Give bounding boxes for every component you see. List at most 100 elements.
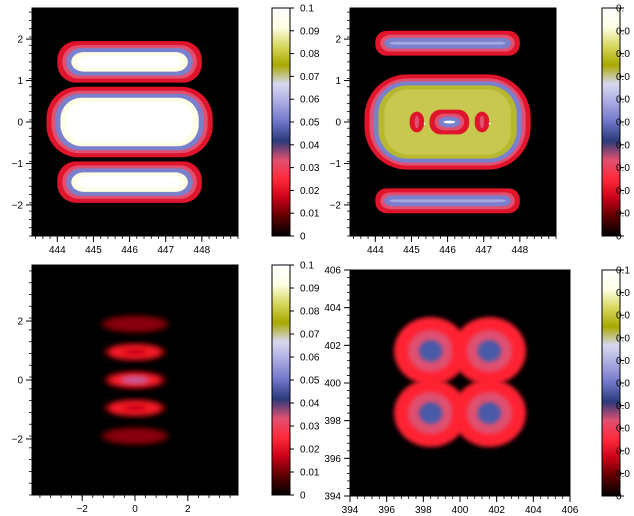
colorbar-tick-label: 0.09 bbox=[300, 284, 320, 295]
colorbar-tick-label: 0.0 bbox=[616, 333, 630, 344]
colorbar-tick-label: 0.08 bbox=[300, 49, 320, 60]
colorbar-tick-label: 0.02 bbox=[300, 186, 320, 197]
colorbar-tick-label: 0.0 bbox=[616, 401, 630, 412]
lobe-1 bbox=[375, 30, 520, 56]
x-tick-label: 398 bbox=[415, 505, 432, 516]
colorbar-tick-label: 0 bbox=[300, 232, 306, 243]
colorbar-tick-label: 0.1 bbox=[300, 4, 314, 15]
y-tick-label: −1 bbox=[12, 159, 24, 170]
lobe-2 bbox=[46, 86, 213, 158]
x-tick-label: 2 bbox=[185, 504, 191, 515]
y-tick-label: 1 bbox=[335, 76, 341, 87]
colorbar-tick-label: 0.05 bbox=[300, 376, 320, 387]
colorbar-tick-label: 0.03 bbox=[300, 422, 320, 433]
x-tick-label: 447 bbox=[475, 245, 492, 256]
x-tick-label: 444 bbox=[367, 245, 384, 256]
panel-2: 444 445 446 447 448 2 1 0 −1 −2 0. 0.0 0.0 0.0 0.0 0.0 0… bbox=[330, 4, 631, 257]
lobe-1 bbox=[100, 315, 170, 333]
lobe-2 bbox=[452, 317, 526, 385]
y-tick-label: −1 bbox=[330, 159, 342, 170]
colorbar-tick-label: 0.0 bbox=[616, 209, 630, 220]
lobe-3 bbox=[57, 161, 202, 203]
colorbar-tick-label: 0.06 bbox=[300, 353, 320, 364]
y-tick-label: 400 bbox=[324, 379, 341, 390]
lobe-4 bbox=[452, 379, 526, 448]
colorbar-tick-label: 0.0 bbox=[616, 163, 630, 174]
lobe-3 bbox=[375, 188, 520, 214]
y-tick-label: −2 bbox=[330, 200, 342, 211]
lobe-4 bbox=[429, 109, 470, 135]
colorbar-tick-label: 0.03 bbox=[300, 163, 320, 174]
panel-3: −2 0 2 2 0 −2 0.1 0.09 0.08 0.07 0.06 0.05 0.04 0.03 0… bbox=[12, 261, 320, 516]
y-tick-label: 0 bbox=[17, 118, 23, 129]
y-tick-label: 406 bbox=[324, 266, 341, 277]
colorbar-tick-label: 0.04 bbox=[300, 399, 320, 410]
colorbar-tick-label: 0.0 bbox=[616, 72, 630, 83]
y-tick-label: 0 bbox=[335, 118, 341, 129]
y-tick-label: 2 bbox=[17, 35, 23, 46]
x-tick-label: 448 bbox=[512, 245, 529, 256]
colorbar-tick-label: 0.0 bbox=[616, 49, 630, 60]
colorbar-tick-label: 0.0 bbox=[616, 186, 630, 197]
colorbar-tick-label: 0.1 bbox=[616, 266, 630, 277]
colorbar-tick-label: 0. bbox=[616, 4, 624, 15]
colorbar-tick-label: 0 bbox=[616, 232, 622, 243]
colorbar-tick-label: 0.0 bbox=[616, 424, 630, 435]
panel-4: 394 396 398 400 402 404 406 406 404 402 400 398 396 3… bbox=[324, 266, 630, 516]
lobe-6 bbox=[474, 111, 491, 133]
lobe-2 bbox=[103, 343, 167, 361]
lobe-4 bbox=[103, 399, 167, 417]
colorbar-tick-label: 0.0 bbox=[616, 379, 630, 390]
colorbar-tick-label: 0.02 bbox=[300, 445, 320, 456]
colorbar bbox=[271, 264, 291, 496]
x-tick-label: 448 bbox=[194, 245, 211, 256]
colorbar-tick-label: 0.01 bbox=[300, 468, 320, 479]
colorbar-tick-label: 0.0 bbox=[616, 469, 630, 480]
y-tick-label: −2 bbox=[12, 200, 24, 211]
colorbar-tick-label: 0.01 bbox=[300, 209, 320, 220]
x-tick-label: 445 bbox=[85, 245, 102, 256]
y-tick-label: 394 bbox=[324, 492, 341, 503]
colorbar-tick-label: 0.0 bbox=[616, 95, 630, 106]
colorbar-tick-label: 0.06 bbox=[300, 95, 320, 106]
colorbar-tick-label: 0.0 bbox=[616, 140, 630, 151]
lobe-1 bbox=[57, 41, 202, 83]
colorbar-tick-label: 0.1 bbox=[300, 261, 314, 272]
colorbar-tick-label: 0.07 bbox=[300, 330, 320, 341]
x-tick-label: 445 bbox=[403, 245, 420, 256]
colorbar-tick-label: 0.0 bbox=[616, 118, 630, 129]
lobe-5 bbox=[100, 427, 170, 445]
x-tick-label: 396 bbox=[378, 505, 395, 516]
y-tick-label: 402 bbox=[324, 341, 341, 352]
y-tick-label: 398 bbox=[324, 416, 341, 427]
panel-1: 444 445 446 447 448 2 1 0 −1 −2 0.1 0.09 0.08 0.07 0.0… bbox=[12, 4, 320, 257]
colorbar-tick-label: 0.08 bbox=[300, 307, 320, 318]
y-tick-label: 396 bbox=[324, 454, 341, 465]
colorbar-tick-label: 0.0 bbox=[616, 311, 630, 322]
x-tick-label: 394 bbox=[342, 505, 359, 516]
lobe-3 bbox=[394, 379, 468, 448]
x-tick-label: 447 bbox=[157, 245, 174, 256]
colorbar-tick-label: 0 bbox=[616, 492, 622, 503]
colorbar-tick-label: 0.0 bbox=[616, 26, 630, 37]
colorbar-tick-label: 0.0 bbox=[616, 446, 630, 457]
y-tick-label: 404 bbox=[324, 303, 341, 314]
x-tick-label: 406 bbox=[562, 505, 579, 516]
colorbar bbox=[271, 7, 291, 237]
lobe-1 bbox=[394, 317, 468, 385]
y-tick-label: 2 bbox=[335, 35, 341, 46]
x-tick-label: 0 bbox=[132, 504, 138, 515]
x-tick-label: 446 bbox=[439, 245, 456, 256]
y-tick-label: 1 bbox=[17, 76, 23, 87]
plot-background bbox=[350, 270, 570, 496]
x-tick-label: −2 bbox=[76, 504, 88, 515]
x-tick-label: 400 bbox=[452, 505, 469, 516]
x-tick-label: 402 bbox=[488, 505, 505, 516]
x-tick-label: 444 bbox=[49, 245, 66, 256]
colorbar-tick-label: 0.05 bbox=[300, 118, 320, 129]
colorbar-tick-label: 0.0 bbox=[616, 288, 630, 299]
colorbar-tick-label: 0.0 bbox=[616, 356, 630, 367]
colorbar-tick-label: 0.07 bbox=[300, 72, 320, 83]
y-tick-label: 0 bbox=[17, 376, 23, 387]
